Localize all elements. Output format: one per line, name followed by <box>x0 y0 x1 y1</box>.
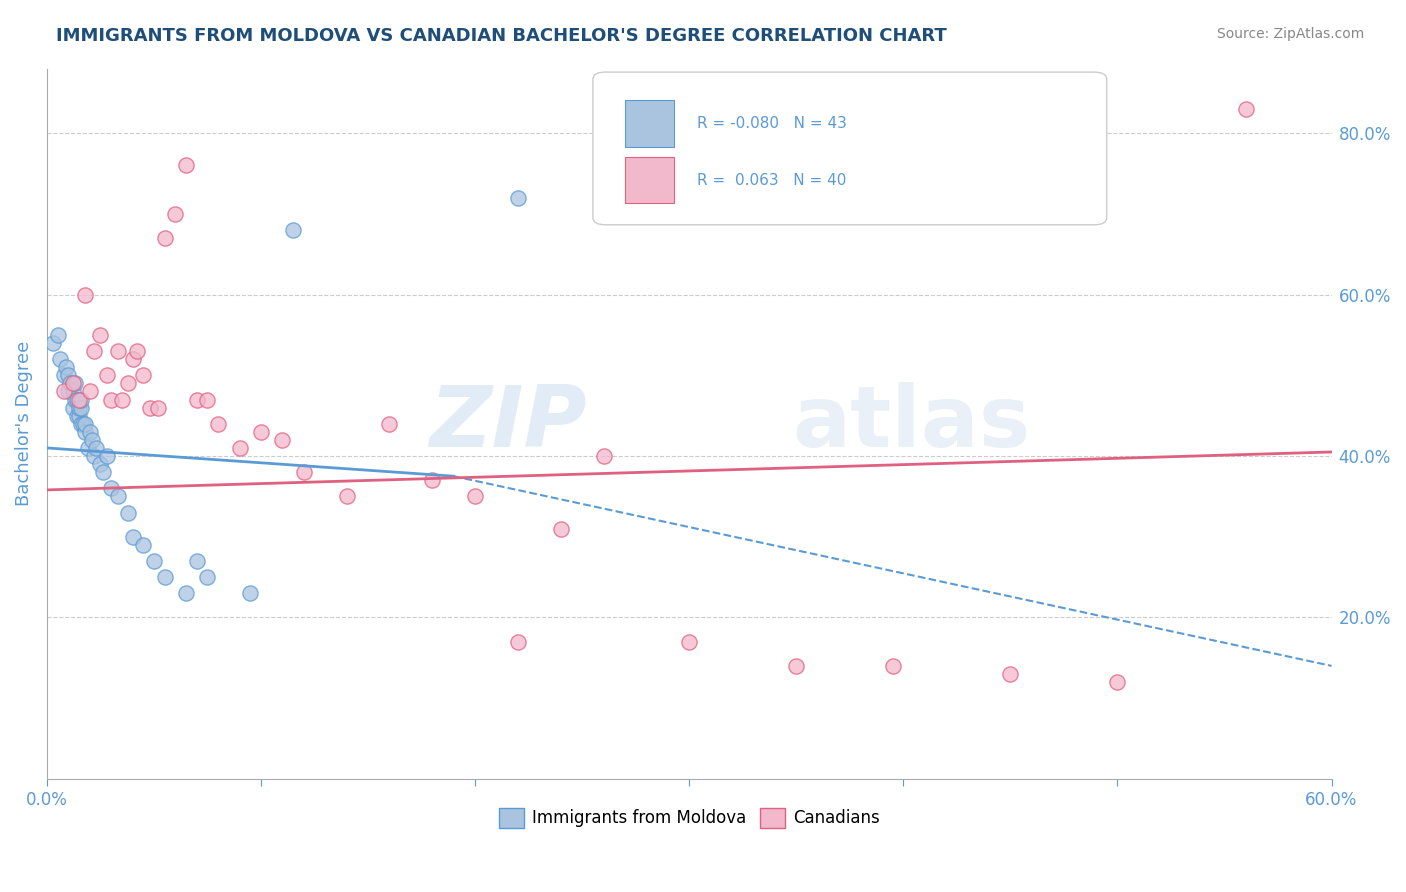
Point <box>83 344 105 359</box>
Point <box>1000 667 1022 681</box>
Point <box>96 449 118 463</box>
Point <box>100 481 122 495</box>
Point <box>53 384 76 399</box>
Point <box>76 441 98 455</box>
Point <box>48 352 70 367</box>
Point <box>58 384 80 399</box>
Point <box>62 401 84 415</box>
Point <box>58 368 80 383</box>
Point <box>378 417 401 431</box>
Point <box>42 336 65 351</box>
Text: R = -0.080   N = 43: R = -0.080 N = 43 <box>697 116 846 131</box>
Point <box>63 392 86 407</box>
Text: ZIP: ZIP <box>429 382 586 466</box>
Point <box>186 392 208 407</box>
Point <box>107 344 129 359</box>
Bar <box>626 157 673 203</box>
Y-axis label: Bachelor's Degree: Bachelor's Degree <box>15 341 32 507</box>
Point <box>174 158 197 172</box>
Point <box>67 392 90 407</box>
Point <box>62 384 84 399</box>
Point <box>79 425 101 439</box>
Point <box>174 586 197 600</box>
Point <box>66 392 89 407</box>
Point <box>59 376 82 391</box>
Point <box>89 457 111 471</box>
Point <box>132 368 155 383</box>
Point <box>153 570 176 584</box>
Point <box>138 401 160 415</box>
Point <box>142 554 165 568</box>
Point <box>96 368 118 383</box>
Point <box>117 376 139 391</box>
Point <box>207 417 229 431</box>
Text: IMMIGRANTS FROM MOLDOVA VS CANADIAN BACHELOR'S DEGREE CORRELATION CHART: IMMIGRANTS FROM MOLDOVA VS CANADIAN BACH… <box>56 27 948 45</box>
Point <box>165 207 187 221</box>
Point <box>75 425 97 439</box>
Point <box>281 223 304 237</box>
Point <box>53 368 76 383</box>
Point <box>46 327 69 342</box>
Point <box>79 384 101 399</box>
Point <box>91 465 114 479</box>
Point <box>70 401 93 415</box>
Point <box>336 489 359 503</box>
Text: Source: ZipAtlas.com: Source: ZipAtlas.com <box>1216 27 1364 41</box>
Point <box>678 634 700 648</box>
Point <box>239 586 262 600</box>
Point <box>132 538 155 552</box>
Point <box>75 287 97 301</box>
Point <box>80 433 103 447</box>
Point <box>67 409 90 423</box>
Point <box>592 449 614 463</box>
Point <box>148 401 170 415</box>
Point <box>100 392 122 407</box>
Point <box>197 392 219 407</box>
Point <box>84 441 107 455</box>
Point <box>506 634 529 648</box>
Point <box>464 489 486 503</box>
Point <box>1107 675 1129 690</box>
Point <box>111 392 134 407</box>
Point <box>250 425 273 439</box>
Point <box>107 489 129 503</box>
Legend: Immigrants from Moldova, Canadians: Immigrants from Moldova, Canadians <box>492 801 886 835</box>
Point <box>228 441 250 455</box>
Point <box>153 231 176 245</box>
Point <box>882 659 904 673</box>
Point <box>70 417 93 431</box>
Text: R =  0.063   N = 40: R = 0.063 N = 40 <box>697 173 846 188</box>
Point <box>75 417 97 431</box>
Point <box>292 465 315 479</box>
Point <box>121 530 143 544</box>
Point <box>125 344 148 359</box>
Point <box>121 352 143 367</box>
Point <box>785 659 807 673</box>
Point <box>67 401 90 415</box>
Point <box>506 191 529 205</box>
Text: atlas: atlas <box>792 382 1031 466</box>
Point <box>420 473 443 487</box>
Point <box>186 554 208 568</box>
Point <box>271 433 294 447</box>
Point <box>83 449 105 463</box>
Point <box>89 327 111 342</box>
Bar <box>626 101 673 146</box>
Point <box>72 417 94 431</box>
Point <box>70 392 93 407</box>
Point <box>66 409 89 423</box>
Point <box>550 522 572 536</box>
Point <box>62 376 84 391</box>
Point <box>197 570 219 584</box>
Point <box>117 506 139 520</box>
FancyBboxPatch shape <box>593 72 1107 225</box>
Point <box>63 376 86 391</box>
Point <box>55 360 77 375</box>
Point <box>1234 102 1257 116</box>
